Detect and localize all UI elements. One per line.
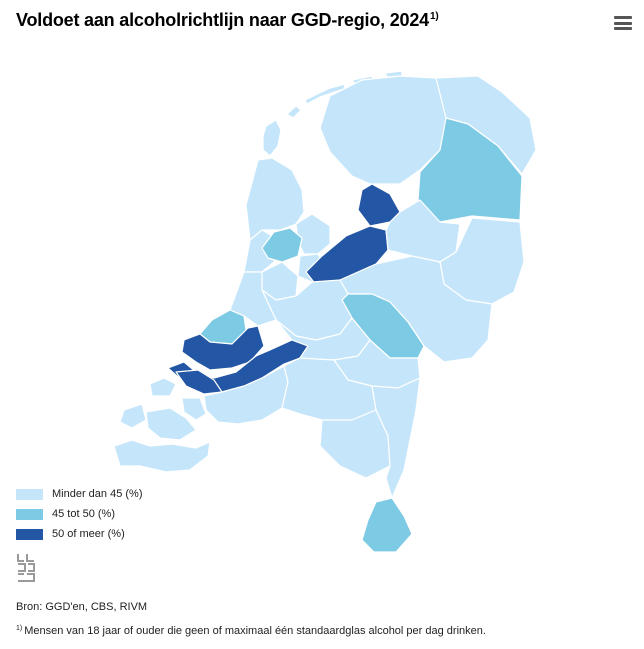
region-friesland[interactable] — [319, 75, 451, 185]
legend-swatch-mid — [16, 508, 43, 520]
netherlands-map — [113, 70, 537, 553]
region-drenthe[interactable] — [417, 117, 523, 223]
region-zeeland-walcheren[interactable] — [119, 403, 147, 429]
legend-swatch-low — [16, 488, 43, 500]
chart-title-text: Voldoet aan alcoholrichtlijn naar GGD-re… — [16, 10, 429, 30]
map-legend: Minder dan 45 (%) 45 tot 50 (%) 50 of me… — [16, 484, 143, 544]
legend-label-low: Minder dan 45 (%) — [52, 488, 143, 500]
region-brabant-zuidoost[interactable] — [319, 409, 391, 479]
legend-item-high: 50 of meer (%) — [16, 524, 143, 544]
region-amsterdam[interactable] — [261, 227, 303, 263]
legend-label-mid: 45 tot 50 (%) — [52, 508, 115, 520]
region-limburg-noord[interactable] — [371, 377, 421, 499]
source-text: Bron: GGD'en, CBS, RIVM — [16, 601, 148, 613]
cbs-logo-icon — [17, 554, 35, 582]
footnote-marker: 1) — [16, 625, 23, 632]
region-zeeland-schouwen[interactable] — [149, 377, 177, 397]
hamburger-menu-icon[interactable] — [614, 16, 632, 30]
region-zuid-limburg[interactable] — [361, 497, 413, 553]
legend-item-low: Minder dan 45 (%) — [16, 484, 143, 504]
footnote-text: Mensen van 18 jaar of ouder die geen of … — [24, 625, 486, 637]
region-goeree-overflakkee[interactable] — [175, 369, 223, 395]
island-texel[interactable] — [262, 119, 282, 157]
region-zeeland-beveland[interactable] — [145, 407, 197, 441]
legend-label-high: 50 of meer (%) — [52, 528, 125, 540]
region-zaanstreek-waterland[interactable] — [295, 213, 331, 255]
region-zeeland-tholen[interactable] — [181, 397, 207, 421]
region-flevoland-noordoostpolder[interactable] — [357, 183, 401, 227]
legend-item-mid: 45 tot 50 (%) — [16, 504, 143, 524]
footnote: 1) Mensen van 18 jaar of ouder die geen o… — [16, 625, 486, 637]
region-zeeland-vlaanderen[interactable] — [113, 439, 211, 473]
island-vlieland[interactable] — [286, 105, 302, 119]
legend-swatch-high — [16, 528, 43, 540]
title-note-marker: 1) — [429, 11, 439, 22]
region-noord-holland-noord[interactable] — [245, 157, 305, 241]
chart-title: Voldoet aan alcoholrichtlijn naar GGD-re… — [16, 10, 439, 31]
region-rotterdam-rijnmond[interactable] — [181, 325, 265, 371]
